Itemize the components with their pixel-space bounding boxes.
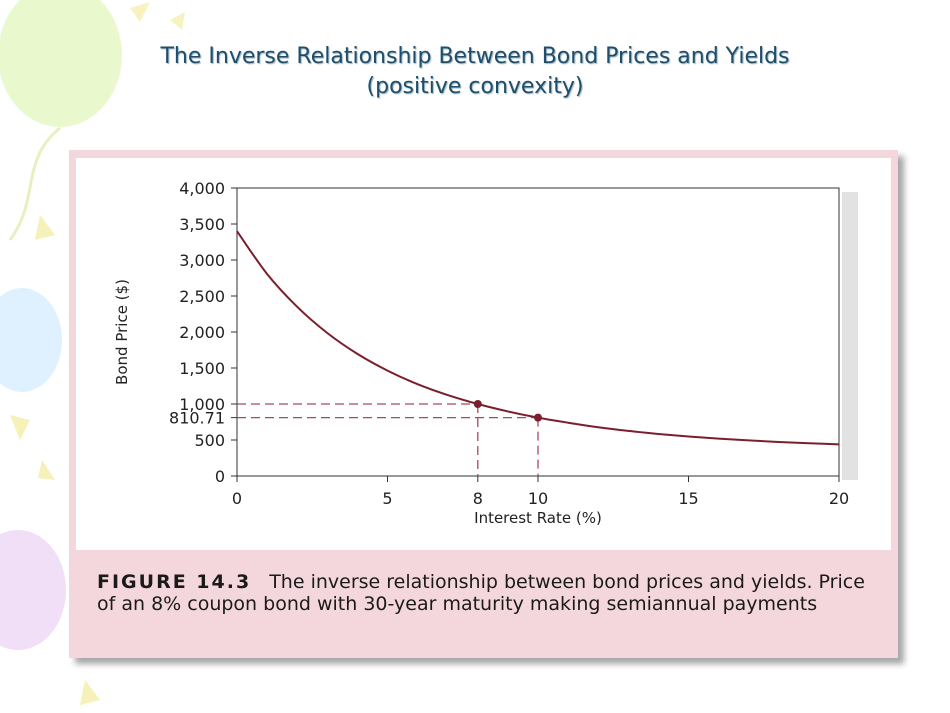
slide-title: The Inverse Relationship Between Bond Pr… bbox=[0, 42, 950, 102]
confetti-decoration bbox=[130, 2, 150, 22]
figure-label: FIGURE 14.3 bbox=[97, 571, 252, 593]
y-tick-label: 810.71 bbox=[169, 409, 225, 428]
plot-area-shadow bbox=[842, 192, 858, 480]
y-tick-label: 4,000 bbox=[179, 179, 225, 198]
confetti-decoration bbox=[170, 12, 185, 30]
purple-balloon-decoration bbox=[0, 530, 66, 650]
highlighted-point bbox=[473, 400, 482, 408]
x-tick-label: 8 bbox=[473, 489, 483, 508]
x-tick-label: 5 bbox=[382, 489, 392, 508]
slide-title-line-2: (positive convexity) bbox=[366, 74, 584, 99]
x-tick-label: 15 bbox=[678, 489, 698, 508]
confetti-decoration bbox=[80, 680, 100, 705]
confetti-decoration bbox=[10, 415, 30, 440]
y-tick-label: 0 bbox=[215, 467, 225, 486]
blue-balloon-decoration bbox=[0, 288, 62, 392]
plot-area-border bbox=[236, 187, 840, 477]
y-axis-title: Bond Price ($) bbox=[113, 279, 131, 385]
green-balloon-decoration bbox=[0, 0, 122, 127]
caption-text: The inverse relationship between bond pr… bbox=[97, 571, 865, 615]
y-tick-label: 3,000 bbox=[179, 251, 225, 270]
balloon-string-decoration bbox=[8, 126, 61, 241]
figure-caption: FIGURE 14.3 The inverse relationship betw… bbox=[97, 571, 877, 615]
y-tick-label: 500 bbox=[194, 431, 225, 450]
y-tick-label: 2,500 bbox=[179, 287, 225, 306]
confetti-decoration bbox=[38, 460, 55, 480]
y-tick-label: 3,500 bbox=[179, 215, 225, 234]
x-axis-title: Interest Rate (%) bbox=[474, 509, 602, 527]
y-tick-label: 1,000 bbox=[179, 395, 225, 414]
confetti-decoration bbox=[35, 215, 55, 240]
x-tick-label: 0 bbox=[232, 489, 242, 508]
y-tick-label: 1,500 bbox=[179, 359, 225, 378]
slide-title-line-1: The Inverse Relationship Between Bond Pr… bbox=[160, 44, 790, 69]
x-tick-label: 10 bbox=[528, 489, 548, 508]
x-tick-label: 20 bbox=[829, 489, 849, 508]
y-tick-label: 2,000 bbox=[179, 323, 225, 342]
highlighted-point bbox=[534, 413, 542, 422]
